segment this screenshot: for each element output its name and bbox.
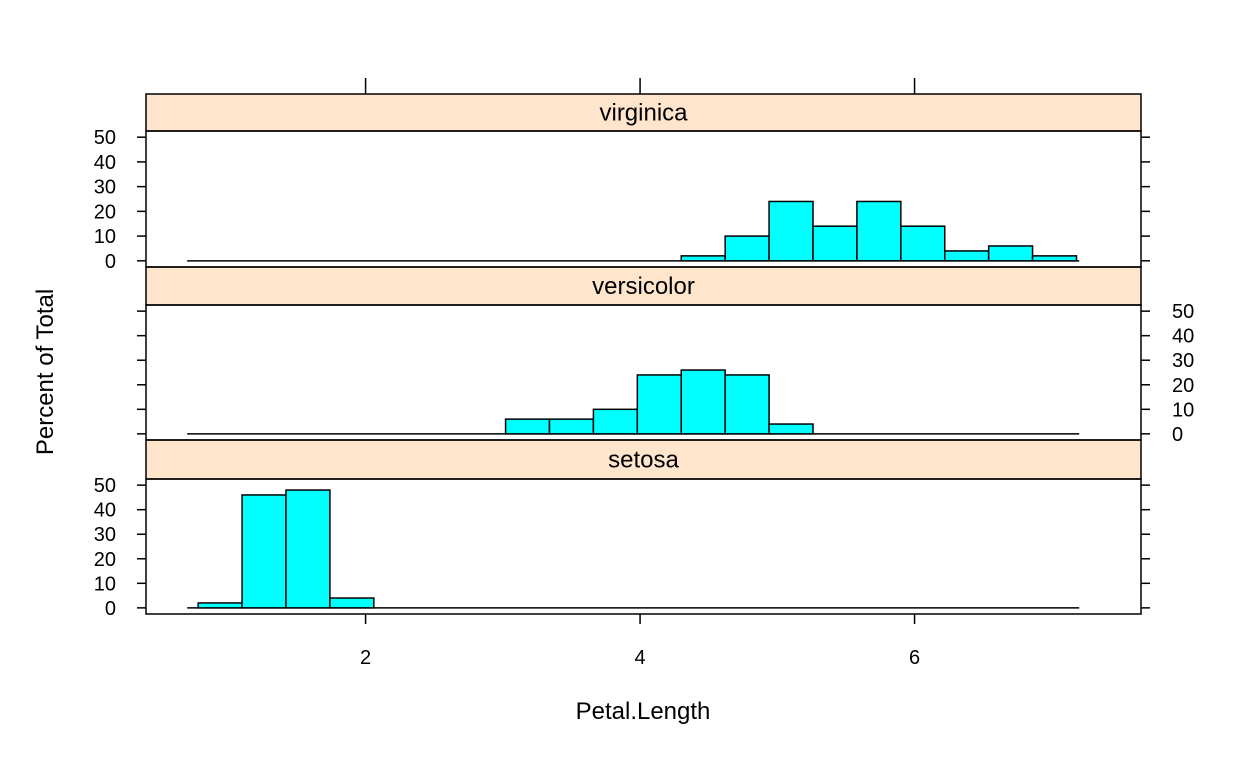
bar-setosa-1	[241, 494, 287, 609]
bar-versicolor-9	[592, 408, 639, 435]
y-tick-label-right: 30	[1172, 350, 1194, 372]
x-tick-label: 2	[360, 647, 371, 669]
bar-virginica-15	[856, 200, 902, 262]
bar-versicolor-10	[636, 374, 682, 435]
y-tick-label-right: 10	[1172, 399, 1194, 421]
strip-label-virginica: virginica	[599, 100, 688, 127]
y-axis-label: Percent of Total	[32, 289, 59, 455]
bar-setosa-2	[285, 489, 331, 609]
y-tick-label-right: 40	[1172, 326, 1194, 348]
bar-versicolor-8	[548, 418, 595, 435]
y-tick-label-left: 0	[105, 251, 116, 273]
y-tick-label-left: 20	[94, 201, 116, 223]
x-axis: 2 4 6	[360, 78, 920, 669]
bar-versicolor-11	[680, 369, 726, 435]
panel-versicolor: versicolor	[145, 266, 1142, 441]
bar-virginica-18	[987, 245, 1034, 262]
y-tick-label-left: 40	[94, 500, 116, 522]
bar-versicolor-12	[724, 374, 770, 435]
bar-virginica-14	[812, 225, 858, 262]
y-tick-label-left: 40	[94, 152, 116, 174]
bar-virginica-11	[680, 255, 726, 262]
strip-label-setosa: setosa	[608, 447, 679, 474]
x-tick-label: 6	[909, 647, 920, 669]
strip-label-versicolor: versicolor	[592, 273, 695, 300]
panel-setosa: setosa	[145, 439, 1142, 615]
bar-setosa-0	[197, 602, 243, 609]
y-tick-label-right: 0	[1172, 424, 1183, 446]
panel-frame-setosa	[145, 478, 1142, 615]
bar-virginica-19	[1031, 255, 1078, 262]
y-tick-label-left: 10	[94, 226, 116, 248]
y-tick-label-left: 30	[94, 177, 116, 199]
strip-versicolor	[145, 266, 1142, 306]
y-tick-label-right: 20	[1172, 375, 1194, 397]
x-axis-label: Petal.Length	[576, 698, 711, 725]
panels-layer: setosa versicolor virginica	[145, 93, 1142, 615]
bar-setosa-3	[329, 597, 375, 609]
y-tick-label-right: 50	[1172, 301, 1194, 323]
panel-virginica: virginica	[145, 93, 1142, 268]
y-tick-label-left: 10	[94, 573, 116, 595]
bar-virginica-12	[724, 235, 770, 262]
y-tick-label-left: 0	[105, 598, 116, 620]
y-tick-label-left: 50	[94, 475, 116, 497]
bar-virginica-13	[768, 200, 814, 262]
bar-versicolor-7	[504, 418, 551, 435]
bar-virginica-16	[900, 225, 946, 262]
bar-versicolor-13	[768, 423, 814, 435]
panel-frame-virginica	[145, 130, 1142, 268]
strip-setosa	[145, 439, 1142, 480]
y-tick-label-left: 50	[94, 127, 116, 149]
panel-frame-versicolor	[145, 304, 1142, 441]
x-tick-label: 4	[635, 647, 646, 669]
y-tick-label-left: 30	[94, 524, 116, 546]
bar-virginica-17	[943, 250, 990, 262]
y-tick-label-left: 20	[94, 549, 116, 571]
